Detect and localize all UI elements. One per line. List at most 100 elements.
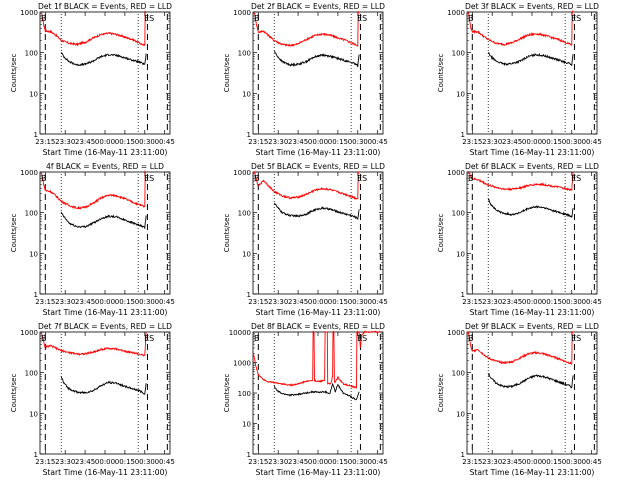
x-tick-label: 23:45 <box>75 458 95 466</box>
y-tick-label: 1000 <box>20 169 38 177</box>
events-line <box>487 52 574 67</box>
x-tick-label: 23:45 <box>75 298 95 306</box>
marker-es: ES <box>357 14 367 23</box>
panel-title: Det 9f BLACK = Events, RED = LLD <box>465 322 599 331</box>
x-tick-label: 00:45 <box>368 298 388 306</box>
y-tick-label: 100 <box>238 50 251 58</box>
y-tick-label: 1000 <box>233 169 251 177</box>
lld-line <box>252 330 381 389</box>
y-tick-label: 1 <box>34 291 38 299</box>
x-tick-label: 23:15 <box>248 458 268 466</box>
y-tick-label: 10 <box>242 250 251 258</box>
x-tick-label: 00:30 <box>348 298 368 306</box>
plot-frame <box>39 171 171 295</box>
y-tick-label: 100 <box>238 390 251 398</box>
events-line <box>274 202 360 221</box>
marker-es: ES <box>571 174 581 183</box>
events-line <box>60 52 147 67</box>
x-tick-label: 23:15 <box>462 458 482 466</box>
marker-es: ES <box>144 14 154 23</box>
y-tick-label: 1000 <box>20 329 38 337</box>
plot-frame <box>466 331 598 455</box>
marker-es: ES <box>144 334 154 343</box>
y-tick-label: 1 <box>34 451 38 459</box>
y-tick-label: 1 <box>247 131 251 139</box>
y-tick-label: 1000 <box>447 9 465 17</box>
lld-line <box>40 331 147 357</box>
x-tick-label: 00:00 <box>95 458 115 466</box>
x-tick-label: 00:15 <box>542 138 562 146</box>
detector-panel-8: Det 8f BLACK = Events, RED = LLD 1 10 100 10… <box>223 322 388 477</box>
lld-line <box>253 11 360 47</box>
x-tick-label: 00:00 <box>95 298 115 306</box>
y-axis-label: Counts/sec <box>10 214 18 253</box>
panel-title: Det 2f BLACK = Events, RED = LLD <box>251 2 385 11</box>
panel-title: 4f BLACK = Events, RED = LLD <box>46 162 164 171</box>
panel-title: Det 3f BLACK = Events, RED = LLD <box>465 2 599 11</box>
x-axis-label: Start Time (16-May-11 23:11:00) <box>256 148 381 157</box>
y-tick-label: 1 <box>247 451 251 459</box>
x-tick-label: 23:30 <box>55 298 75 306</box>
x-tick-label: 00:00 <box>308 458 328 466</box>
x-tick-label: 00:30 <box>562 298 582 306</box>
marker-es: ES <box>571 334 581 343</box>
y-tick-label: 1 <box>461 451 465 459</box>
y-axis-label: Counts/sec <box>437 374 445 413</box>
x-tick-label: 23:30 <box>55 138 75 146</box>
x-tick-label: 23:15 <box>462 298 482 306</box>
lld-line <box>40 9 147 47</box>
detector-panel-6: Det 6f BLACK = Events, RED = LLD 1 10 100 10… <box>437 162 602 317</box>
x-tick-label: 00:00 <box>522 138 542 146</box>
detector-panel-7: Det 7f BLACK = Events, RED = LLD 1 10 100 10… <box>10 322 175 477</box>
x-tick-label: 00:00 <box>522 458 542 466</box>
marker-es: ES <box>357 334 367 343</box>
marker-b: B <box>468 174 474 183</box>
marker-es: ES <box>357 174 367 183</box>
x-tick-label: 00:15 <box>115 138 135 146</box>
x-tick-label: 00:15 <box>542 298 562 306</box>
x-tick-label: 00:45 <box>582 458 602 466</box>
y-tick-label: 10 <box>29 90 38 98</box>
y-tick-label: 10 <box>242 421 251 429</box>
x-tick-label: 23:30 <box>482 298 502 306</box>
y-tick-label: 10 <box>456 410 465 418</box>
x-tick-label: 00:45 <box>582 138 602 146</box>
events-line <box>273 382 360 401</box>
marker-es: ES <box>571 14 581 23</box>
plot-frame <box>466 11 598 135</box>
marker-b: B <box>41 174 47 183</box>
detector-panel-1: Det 1f BLACK = Events, RED = LLD 1 10 100 10… <box>10 2 175 157</box>
marker-b: B <box>468 334 474 343</box>
x-tick-label: 23:15 <box>462 138 482 146</box>
panel-title: Det 5f BLACK = Events, RED = LLD <box>251 162 385 171</box>
x-tick-label: 00:45 <box>368 138 388 146</box>
y-axis-label: Counts/sec <box>10 54 18 93</box>
lld-line <box>467 10 574 46</box>
detector-panel-9: Det 9f BLACK = Events, RED = LLD 1 10 100 10… <box>437 322 602 477</box>
marker-b: B <box>254 174 260 183</box>
x-tick-label: 23:30 <box>268 458 288 466</box>
y-tick-label: 100 <box>452 50 465 58</box>
x-tick-label: 23:15 <box>248 138 268 146</box>
x-tick-label: 23:30 <box>482 458 502 466</box>
x-axis-label: Start Time (16-May-11 23:11:00) <box>256 308 381 317</box>
x-axis-label: Start Time (16-May-11 23:11:00) <box>470 308 595 317</box>
marker-b: B <box>254 334 260 343</box>
marker-b: B <box>41 14 47 23</box>
y-tick-label: 10 <box>29 410 38 418</box>
y-tick-label: 1000 <box>20 9 38 17</box>
y-tick-label: 1000 <box>447 329 465 337</box>
x-tick-label: 00:30 <box>348 138 368 146</box>
panel-title: Det 7f BLACK = Events, RED = LLD <box>38 322 172 331</box>
x-tick-label: 23:30 <box>482 138 502 146</box>
x-tick-label: 00:00 <box>522 298 542 306</box>
y-tick-label: 100 <box>25 370 38 378</box>
events-line <box>487 198 574 218</box>
x-tick-label: 23:15 <box>35 298 55 306</box>
y-tick-label: 1000 <box>233 360 251 368</box>
x-axis-label: Start Time (16-May-11 23:11:00) <box>470 468 595 477</box>
events-line <box>60 211 147 229</box>
x-tick-label: 00:45 <box>582 298 602 306</box>
marker-es: ES <box>144 174 154 183</box>
x-axis-label: Start Time (16-May-11 23:11:00) <box>43 308 168 317</box>
